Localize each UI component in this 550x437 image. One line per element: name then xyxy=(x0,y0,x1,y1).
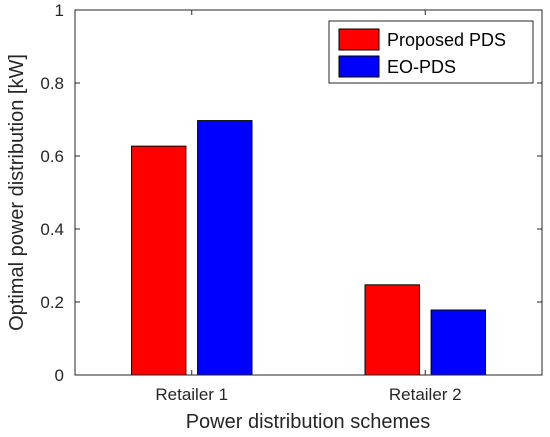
legend-label-proposed-pds: Proposed PDS xyxy=(387,30,506,50)
legend-swatch-eo-pds xyxy=(338,55,380,78)
y-tick-label-0-2: 0.2 xyxy=(40,293,64,312)
x-tick-label-retailer-1: Retailer 1 xyxy=(155,385,228,404)
legend: Proposed PDS EO-PDS xyxy=(328,20,534,84)
y-tick-label-0-8: 0.8 xyxy=(40,74,64,93)
y-axis-label: Optimal power distribution [kW] xyxy=(6,54,28,331)
axes-box xyxy=(74,9,543,376)
bar-proposed-pds-retailer-1 xyxy=(131,145,187,376)
bar-eo-pds-retailer-1 xyxy=(197,120,253,376)
y-tick-label-1: 1 xyxy=(55,1,64,20)
bar-proposed-pds-retailer-2 xyxy=(364,284,420,376)
y-tick-label-0: 0 xyxy=(55,366,64,385)
x-axis-label: Power distribution schemes xyxy=(186,411,431,433)
axes-group: 0 0.2 0.4 0.6 0.8 1 Retailer 1 Retailer 2 xyxy=(40,1,543,404)
bars-group xyxy=(131,120,486,376)
legend-swatch-proposed-pds xyxy=(338,28,380,51)
y-tick-label-0-4: 0.4 xyxy=(40,220,64,239)
y-tick-label-0-6: 0.6 xyxy=(40,147,64,166)
bar-eo-pds-retailer-2 xyxy=(430,309,486,376)
x-tick-label-retailer-2: Retailer 2 xyxy=(389,385,462,404)
legend-label-eo-pds: EO-PDS xyxy=(387,57,456,77)
